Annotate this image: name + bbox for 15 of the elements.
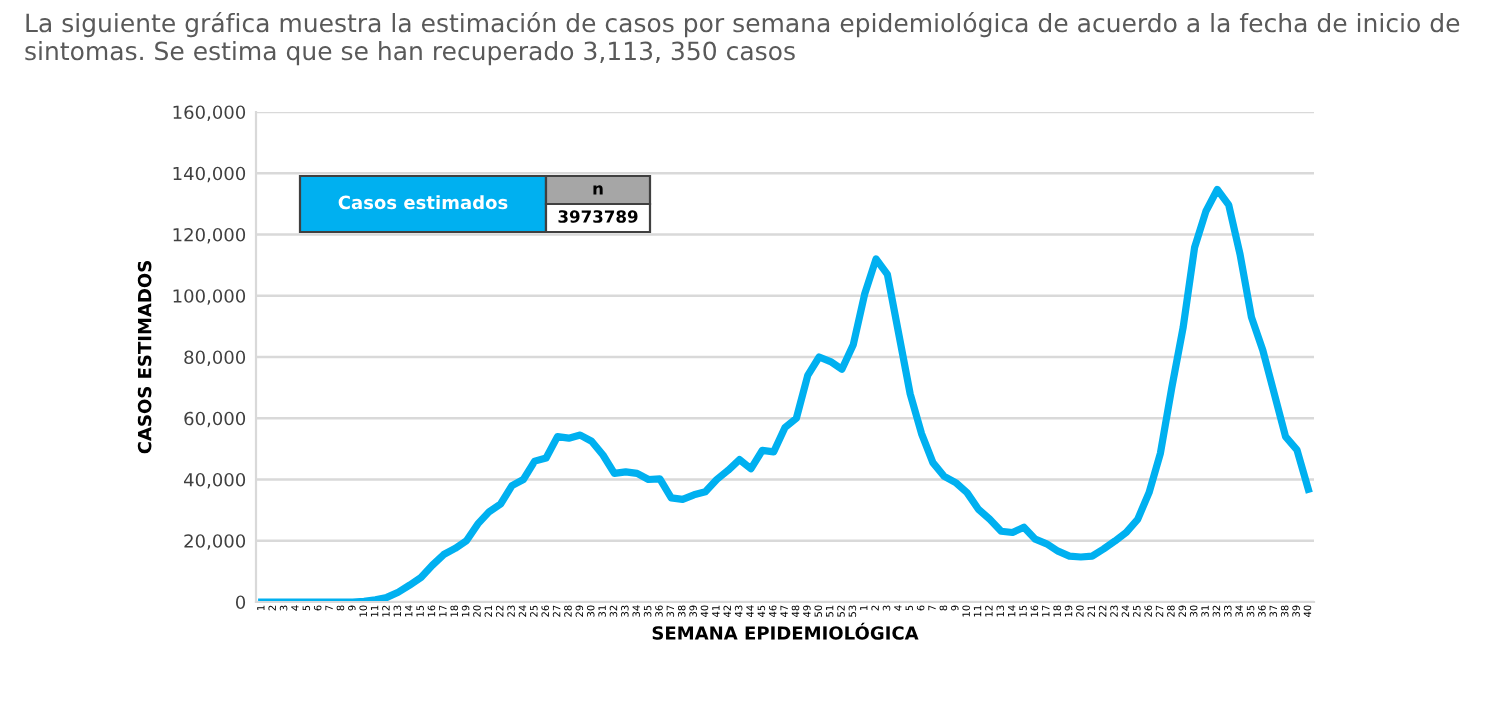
- y-tick-label: 100,000: [173, 289, 246, 305]
- annotation: n: [593, 185, 603, 195]
- chart-title: La siguiente gráfica muestra la estimación de casos por semana epidemiológica de acuerdo a la fecha de inicio de sintomas. Se estima que se han recuperado 3,113, 350 casos: [25, 12, 1460, 66]
- y-tick-label: 0: [235, 595, 246, 610]
- y-tick-label: 20,000: [184, 534, 246, 550]
- annotation: Casos estimados: [338, 195, 508, 210]
- y-tick-label: 60,000: [184, 411, 246, 428]
- annotation: 3973789: [558, 210, 638, 223]
- y-axis-title: CASOS ESTIMADOS: [137, 261, 152, 454]
- y-tick-label: 160,000: [173, 105, 246, 121]
- y-tick-label: 40,000: [183, 472, 246, 489]
- y-tick-label: 140,000: [173, 166, 246, 183]
- x-axis-title: SEMANA EPIDEMIOLÓGICA: [652, 622, 919, 640]
- y-tick-label: 120,000: [173, 227, 246, 244]
- y-tick-label: 80,000: [184, 350, 246, 366]
